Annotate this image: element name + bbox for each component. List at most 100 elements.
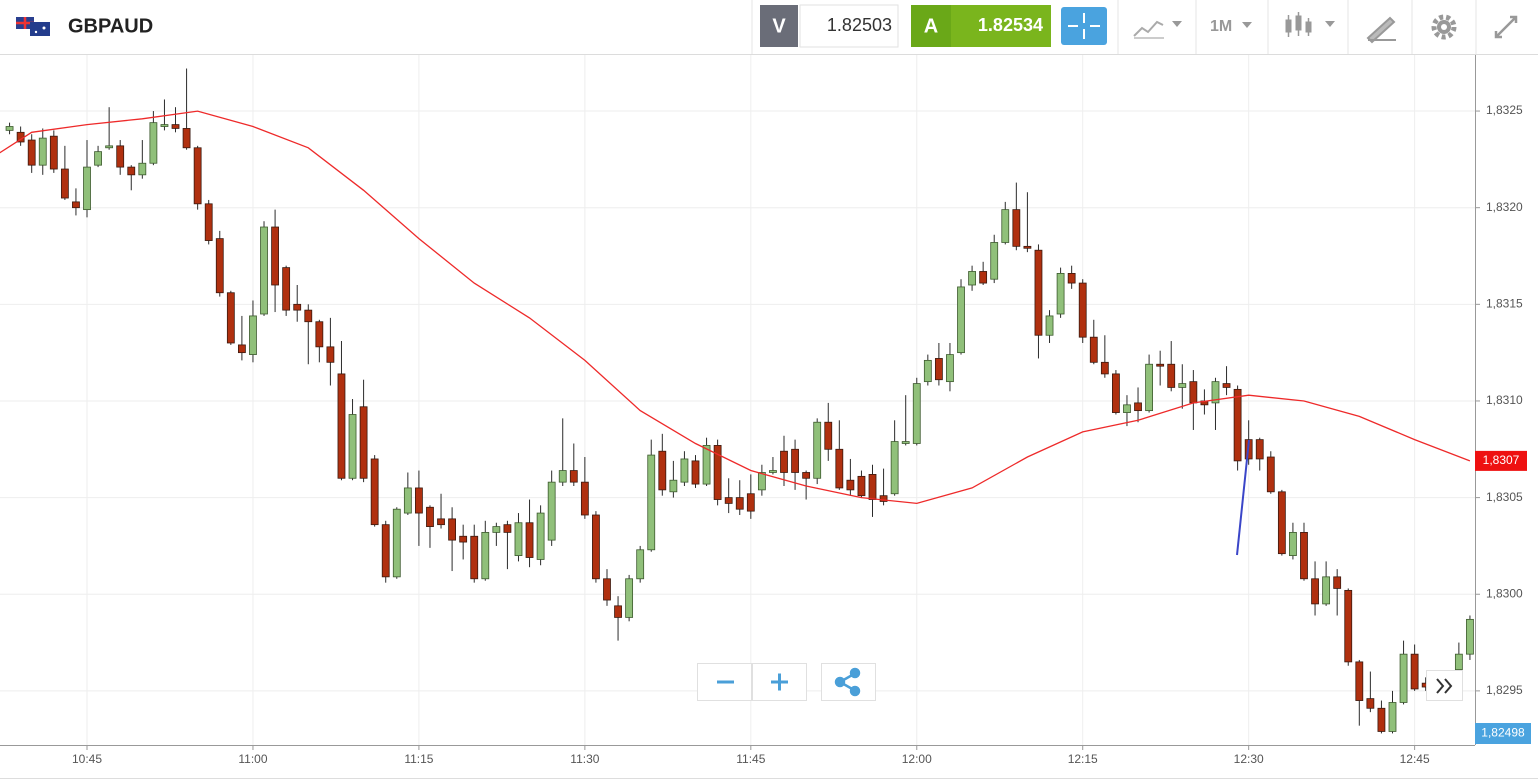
x-tick-label: 12:45 [1400,752,1430,766]
candle-body [83,166,91,211]
interval-caret [1242,22,1252,28]
candle-body [957,286,965,354]
candle-body [1189,381,1198,404]
candle-body [492,526,501,533]
y-tick-label: 1,8295 [1486,683,1523,697]
candle-body [713,445,722,500]
x-tick-label: 11:15 [404,752,433,766]
candle-body [1289,531,1297,556]
candle-body [1012,209,1021,247]
scroll-right-button[interactable] [1426,670,1463,701]
flag-icon [16,17,50,36]
candle-body [1145,363,1153,412]
share-button[interactable] [821,663,876,701]
candle-body [1399,653,1408,703]
candle-body [813,421,822,479]
candle-body [1178,383,1187,388]
y-tick-label: 1,8305 [1486,490,1523,504]
candle-body [1089,336,1098,363]
candle-body [326,346,335,363]
candle-body [1156,363,1165,367]
candle-body [426,506,434,527]
buy-button[interactable] [911,5,951,47]
candle-body [680,458,689,483]
crosshair-button[interactable] [1061,7,1107,45]
candle-body [359,406,368,479]
candle-body [403,487,412,514]
y-tick-label: 1,8310 [1486,393,1523,407]
candle-body [27,139,36,166]
candle-body [923,359,932,383]
grid [0,55,1475,745]
candle-body [934,358,943,381]
candle-body [271,226,279,286]
draw-button[interactable] [1366,16,1396,44]
candle-body [72,201,80,209]
candle-body [1123,404,1131,413]
candle-body [946,354,954,383]
candle-body [1333,576,1342,589]
candle-body [182,128,191,149]
candle-body [901,441,910,444]
candle-body [990,242,999,280]
candle-body [348,414,357,479]
moving-average-line [0,110,1471,505]
candle-body [315,321,324,348]
settings-button[interactable] [1431,14,1457,40]
ma-label: 1,8307 [1483,453,1520,467]
candles [0,68,1474,734]
candle-body [890,441,899,495]
candle-body [569,470,578,483]
candle-body [381,524,390,578]
candle-body [691,460,700,485]
y-tick-label: 1,8300 [1486,586,1523,600]
candle-body [1322,576,1331,605]
candle-body [735,497,744,510]
candle-body [193,147,202,205]
y-tick-label: 1,8325 [1486,103,1523,117]
chart-type-button[interactable] [1133,20,1182,39]
zoom-controls [697,663,1463,701]
buy-price: 1.82534 [978,15,1043,35]
candle-body [1388,702,1397,732]
buy-label: A [924,15,938,37]
candle-body [204,203,213,241]
candle-body [282,267,291,311]
symbol: GBPAUD [68,15,153,37]
candle-body [580,481,589,516]
candle-body [879,495,888,502]
candle-body [625,578,634,618]
sell-button[interactable] [760,5,798,47]
y-tick-label: 1,8320 [1486,200,1523,214]
candle-body [1344,589,1353,663]
fullscreen-button[interactable] [1494,15,1518,39]
sell-price: 1.82503 [827,15,892,35]
candle-body [746,493,755,512]
candle-body [337,373,346,479]
candle-body [824,421,833,450]
y-tick-label: 1,8315 [1486,296,1523,310]
candle-body [470,535,479,580]
candle-body [769,470,777,473]
candle-type-button[interactable] [1285,12,1335,37]
x-tick-label: 12:30 [1234,752,1264,766]
x-tick-label: 11:30 [570,752,599,766]
candle-body [1045,315,1054,336]
candle-body [459,535,468,543]
candle-body [448,518,457,541]
candle-body [1355,661,1364,701]
toolbar: GBPAUD V 1.82503 A 1.82534 1M [0,0,1538,55]
candle-body [249,315,257,355]
buy-price-box[interactable] [951,5,1051,47]
x-tick-label: 12:00 [902,752,932,766]
candle-body [149,122,158,164]
candle-body [160,124,169,127]
candle-body [116,145,125,168]
sell-price-box[interactable] [799,4,899,48]
interval[interactable]: 1M [1210,18,1232,35]
candle-body [1167,363,1176,388]
candle-body [868,474,877,500]
candle-body [912,383,921,444]
